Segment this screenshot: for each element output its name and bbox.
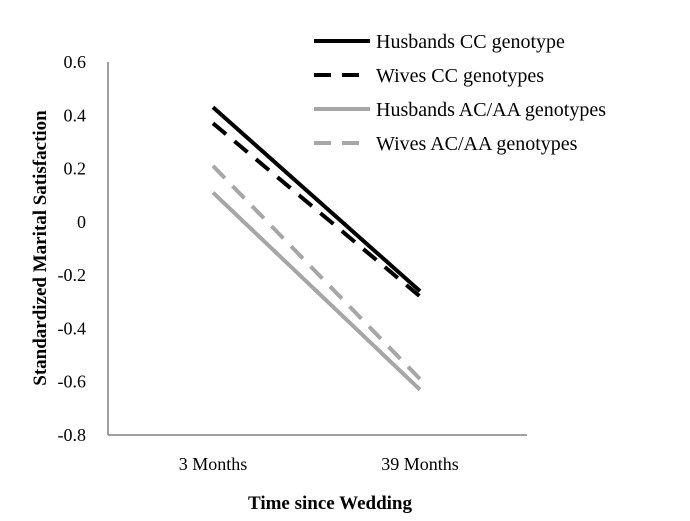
legend-label: Husbands CC genotype	[376, 31, 565, 53]
y-tick-label: -0.6	[58, 372, 87, 392]
y-tick-label: -0.4	[58, 318, 87, 338]
legend-label: Husbands AC/AA genotypes	[376, 99, 606, 121]
x-axis-title: Time since Wedding	[248, 493, 412, 514]
legend-label: Wives AC/AA genotypes	[376, 133, 578, 155]
y-tick-label: -0.8	[58, 425, 87, 445]
series-line	[211, 164, 422, 381]
legend-label: Wives CC genotypes	[376, 65, 544, 87]
legend: Husbands CC genotype Wives CC genotypes Hu…	[314, 31, 606, 155]
x-tick-label: 3 Months	[179, 454, 248, 474]
series-line	[211, 105, 422, 293]
y-axis-title: Standardized Marital Satisfaction	[30, 110, 51, 386]
series-line	[211, 191, 422, 392]
y-tick-labels: 0.6 0.4 0.2 0 -0.2 -0.4 -0.6 -0.8	[58, 52, 87, 445]
x-tick-labels: 3 Months 39 Months	[179, 454, 459, 474]
x-tick-label: 39 Months	[381, 454, 459, 474]
y-tick-label: 0.6	[64, 52, 87, 72]
series-lines	[211, 105, 422, 392]
y-tick-label: 0	[77, 212, 86, 232]
y-tick-label: 0.4	[64, 105, 87, 125]
y-tick-label: -0.2	[58, 265, 87, 285]
y-tick-label: 0.2	[64, 159, 87, 179]
series-line	[211, 121, 422, 298]
